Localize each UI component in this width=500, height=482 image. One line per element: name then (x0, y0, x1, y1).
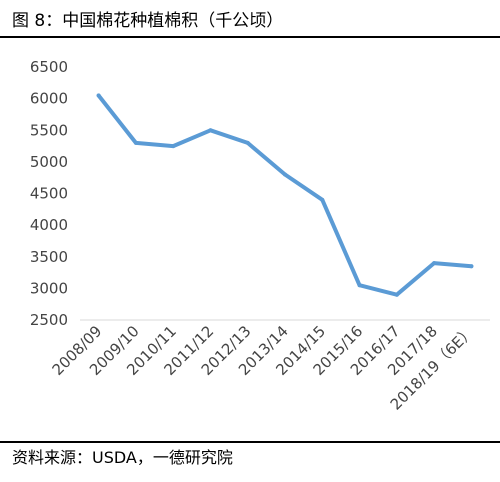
y-tick-label: 4000 (30, 216, 68, 234)
x-axis: 2008/092009/102010/112011/122012/132013/… (49, 322, 479, 413)
top-rule (0, 36, 500, 38)
data-point (469, 264, 474, 269)
data-point (208, 128, 213, 133)
data-point (320, 197, 325, 202)
chart-title: 图 8：中国棉花种植棉积（千公顷） (12, 11, 284, 31)
data-point (394, 292, 399, 297)
data-point (357, 283, 362, 288)
data-points (96, 93, 474, 297)
data-point (432, 261, 437, 266)
y-tick-label: 3500 (30, 248, 68, 266)
y-tick-label: 6000 (30, 90, 68, 108)
y-tick-label: 4500 (30, 185, 68, 203)
data-point (171, 144, 176, 149)
data-point (96, 93, 101, 98)
line-chart: 2500 3000 3500 4000 4500 5000 5500 6000 6500 200… (30, 58, 490, 414)
y-tick-label: 3000 (30, 279, 68, 297)
series-line (96, 93, 474, 297)
y-tick-label: 6500 (30, 58, 68, 76)
y-tick-label: 5500 (30, 121, 68, 139)
data-point (133, 140, 138, 145)
bottom-rule (0, 441, 500, 443)
y-axis: 2500 3000 3500 4000 4500 5000 5500 6000 6500 (30, 58, 68, 329)
data-point (283, 172, 287, 177)
y-tick-label: 5000 (30, 153, 68, 171)
data-point (245, 140, 250, 145)
source-note: 资料来源：USDA，一德研究院 (12, 448, 233, 467)
y-tick-label: 2500 (30, 311, 68, 329)
